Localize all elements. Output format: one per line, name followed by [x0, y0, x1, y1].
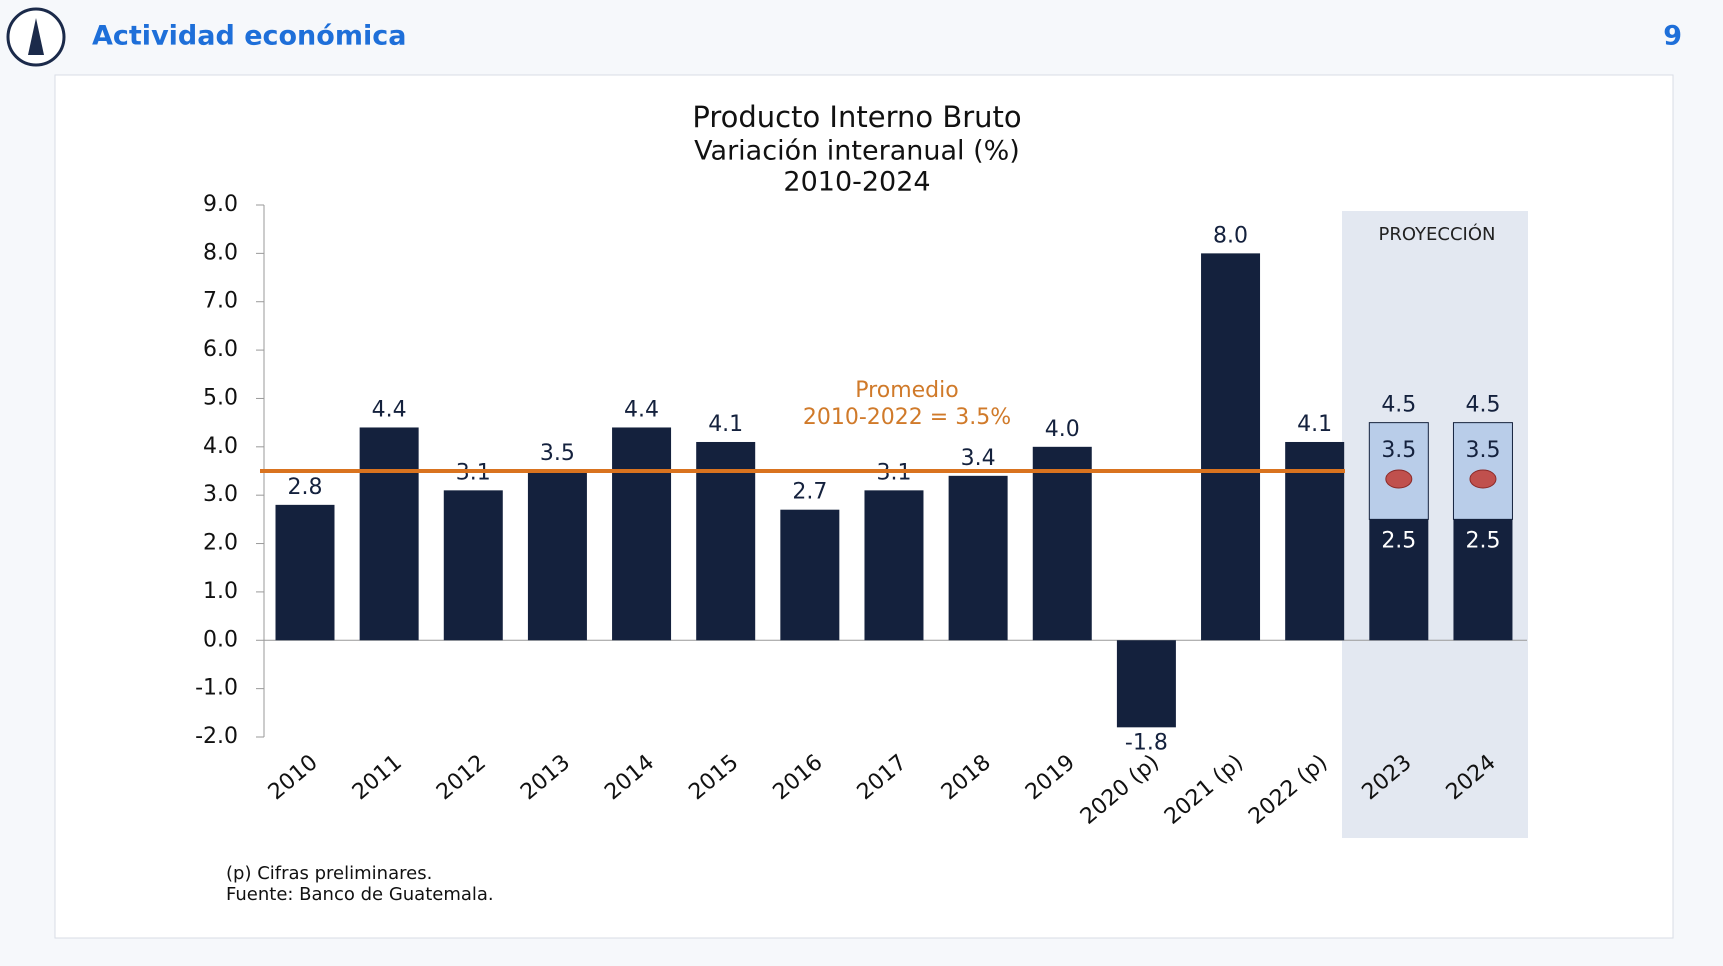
- value-label: 3.5: [1465, 438, 1500, 463]
- y-tick-label: 8.0: [203, 240, 238, 265]
- note: Fuente: Banco de Guatemala.: [226, 884, 494, 905]
- bar: [443, 490, 503, 641]
- value-label: 4.0: [1045, 417, 1080, 442]
- bar: [1032, 446, 1092, 641]
- y-tick-label: 5.0: [203, 385, 238, 410]
- chart-subtitle: 2010-2024: [783, 167, 930, 198]
- projection-central: [1385, 469, 1413, 489]
- bar: [359, 427, 419, 641]
- value-label: 3.4: [961, 446, 996, 471]
- value-label: 2.5: [1381, 528, 1416, 553]
- bar: [612, 427, 672, 641]
- y-tick-label: -1.0: [195, 676, 238, 701]
- value-label: 4.4: [624, 397, 659, 422]
- bar: [948, 475, 1008, 641]
- average-label: Promedio: [855, 378, 958, 403]
- y-tick-label: 1.0: [203, 579, 238, 604]
- y-tick-label: 4.0: [203, 434, 238, 459]
- y-tick-label: -2.0: [195, 724, 238, 749]
- page-number: 9: [1663, 21, 1682, 52]
- value-label: 2.8: [288, 475, 323, 500]
- value-label: 2.5: [1465, 528, 1500, 553]
- value-label: 4.5: [1381, 393, 1416, 418]
- logo-figure: [28, 18, 44, 55]
- y-tick-label: 6.0: [203, 337, 238, 362]
- value-label: 4.1: [708, 412, 743, 437]
- bar: [527, 471, 587, 641]
- value-label: 4.5: [1465, 393, 1500, 418]
- bar: [780, 509, 840, 641]
- y-tick-label: 9.0: [203, 192, 238, 217]
- chart-subtitle: Variación interanual (%): [694, 136, 1020, 167]
- projection-base: [1453, 519, 1513, 641]
- y-tick-label: 7.0: [203, 289, 238, 314]
- note: (p) Cifras preliminares.: [226, 863, 432, 884]
- bar: [696, 441, 756, 641]
- value-label: -1.8: [1125, 730, 1168, 755]
- projection-label: PROYECCIÓN: [1379, 223, 1496, 245]
- value-label: 3.5: [1381, 438, 1416, 463]
- y-tick-label: 3.0: [203, 482, 238, 507]
- value-label: 2.7: [792, 480, 827, 505]
- chart-title: Producto Interno Bruto: [692, 100, 1021, 134]
- bar: [1285, 441, 1345, 641]
- value-label: 3.5: [540, 441, 575, 466]
- header-title: Actividad económica: [92, 21, 406, 52]
- y-tick-label: 2.0: [203, 531, 238, 556]
- value-label: 8.0: [1213, 223, 1248, 248]
- projection-base: [1369, 519, 1429, 641]
- value-label: 4.4: [372, 397, 407, 422]
- bar: [1116, 640, 1176, 728]
- value-label: 4.1: [1297, 412, 1332, 437]
- average-label: 2010-2022 = 3.5%: [803, 405, 1011, 430]
- bar: [275, 504, 335, 641]
- bar: [864, 490, 924, 641]
- projection-central: [1469, 469, 1497, 489]
- bar: [1201, 253, 1261, 641]
- y-tick-label: 0.0: [203, 627, 238, 652]
